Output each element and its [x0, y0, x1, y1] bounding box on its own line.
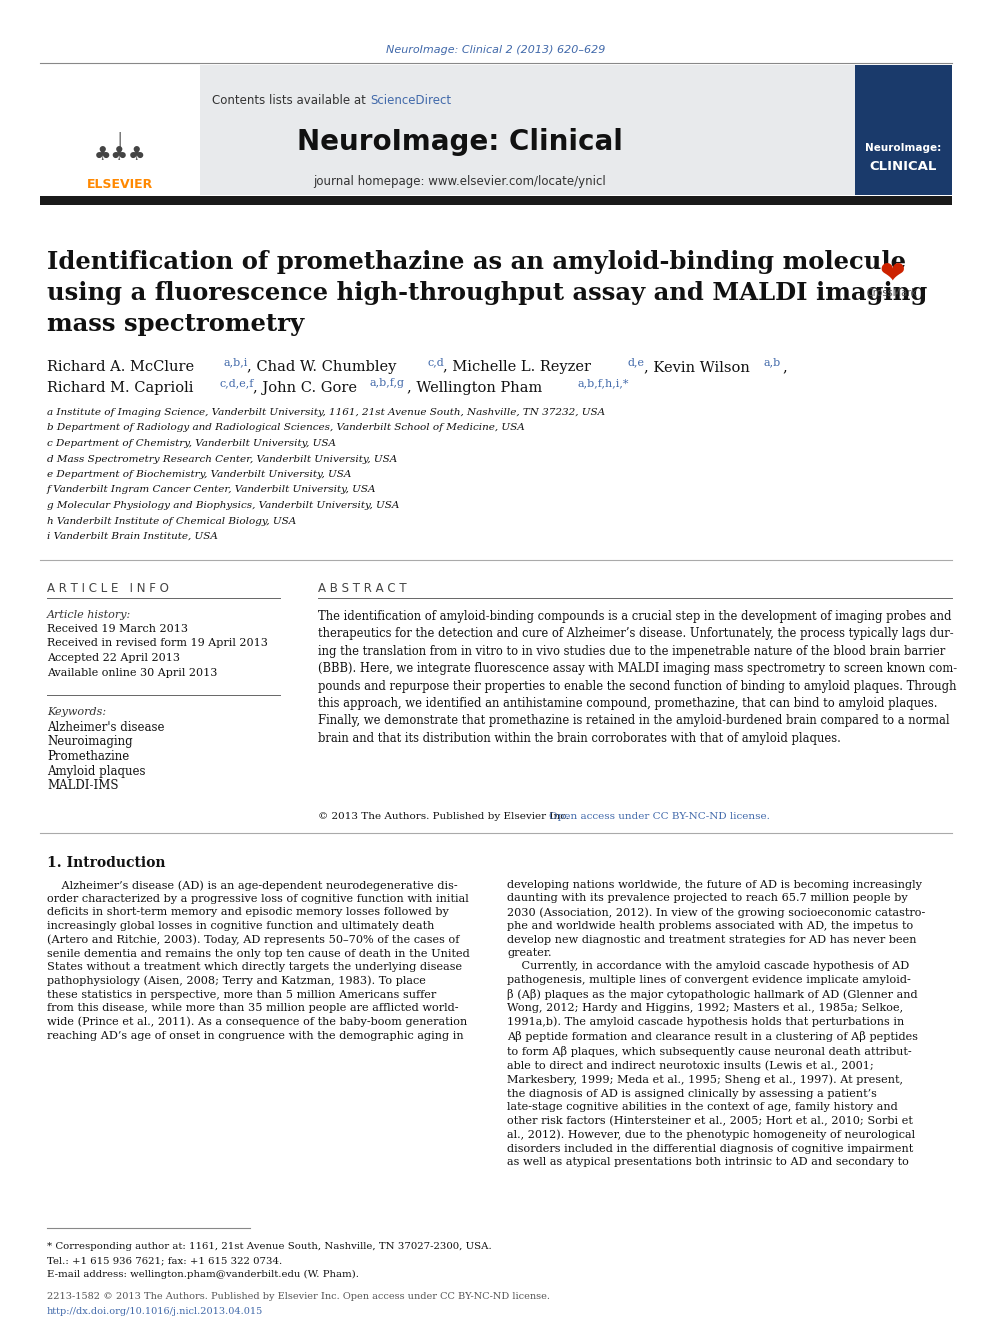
- Bar: [40, 65, 200, 194]
- Text: a Institute of Imaging Science, Vanderbilt University, 1161, 21st Avenue South, : a Institute of Imaging Science, Vanderbi…: [47, 407, 605, 417]
- Text: MALDI-IMS: MALDI-IMS: [47, 779, 118, 792]
- Text: http://dx.doi.org/10.1016/j.nicl.2013.04.015: http://dx.doi.org/10.1016/j.nicl.2013.04…: [47, 1307, 263, 1316]
- Text: Received 19 March 2013: Received 19 March 2013: [47, 624, 188, 634]
- Text: f Vanderbilt Ingram Cancer Center, Vanderbilt University, USA: f Vanderbilt Ingram Cancer Center, Vande…: [47, 486, 377, 495]
- Text: Contents lists available at: Contents lists available at: [212, 94, 370, 106]
- Text: CrossMark: CrossMark: [867, 288, 918, 298]
- Text: a,b,f,g: a,b,f,g: [370, 378, 405, 388]
- Text: , Chad W. Chumbley: , Chad W. Chumbley: [247, 360, 401, 374]
- Text: © 2013 The Authors. Published by Elsevier Inc.: © 2013 The Authors. Published by Elsevie…: [318, 812, 572, 822]
- Text: c Department of Chemistry, Vanderbilt University, USA: c Department of Chemistry, Vanderbilt Un…: [47, 439, 336, 448]
- Text: a,b: a,b: [764, 357, 782, 366]
- Text: , John C. Gore: , John C. Gore: [253, 381, 362, 396]
- Text: Richard M. Caprioli: Richard M. Caprioli: [47, 381, 198, 396]
- Text: A R T I C L E   I N F O: A R T I C L E I N F O: [47, 582, 169, 595]
- Text: CLINICAL: CLINICAL: [869, 160, 936, 173]
- Text: h Vanderbilt Institute of Chemical Biology, USA: h Vanderbilt Institute of Chemical Biolo…: [47, 516, 297, 525]
- Bar: [40, 196, 952, 205]
- Text: Promethazine: Promethazine: [47, 750, 129, 763]
- Text: d Mass Spectrometry Research Center, Vanderbilt University, USA: d Mass Spectrometry Research Center, Van…: [47, 455, 397, 463]
- Text: NeuroImage:: NeuroImage:: [865, 143, 941, 153]
- Text: c,d,e,f: c,d,e,f: [220, 378, 254, 388]
- Text: ELSEVIER: ELSEVIER: [87, 179, 153, 192]
- Text: Richard A. McClure: Richard A. McClure: [47, 360, 198, 374]
- Text: d,e: d,e: [627, 357, 644, 366]
- Text: 1. Introduction: 1. Introduction: [47, 856, 166, 871]
- Bar: [855, 65, 952, 194]
- Text: Open access under CC BY-NC-ND license.: Open access under CC BY-NC-ND license.: [549, 812, 770, 822]
- Text: Available online 30 April 2013: Available online 30 April 2013: [47, 668, 217, 677]
- Text: a,b,f,h,i,*: a,b,f,h,i,*: [577, 378, 629, 388]
- Text: Alzheimer’s disease (AD) is an age-dependent neurodegenerative dis-
order charac: Alzheimer’s disease (AD) is an age-depen…: [47, 880, 470, 1041]
- Text: E-mail address: wellington.pham@vanderbilt.edu (W. Pham).: E-mail address: wellington.pham@vanderbi…: [47, 1270, 359, 1279]
- Text: i Vanderbilt Brain Institute, USA: i Vanderbilt Brain Institute, USA: [47, 532, 218, 541]
- Text: b Department of Radiology and Radiological Sciences, Vanderbilt School of Medici: b Department of Radiology and Radiologic…: [47, 423, 525, 433]
- Text: Article history:: Article history:: [47, 610, 131, 620]
- Text: g Molecular Physiology and Biophysics, Vanderbilt University, USA: g Molecular Physiology and Biophysics, V…: [47, 501, 400, 509]
- Text: NeuroImage: Clinical 2 (2013) 620–629: NeuroImage: Clinical 2 (2013) 620–629: [386, 45, 606, 56]
- Text: , Kevin Wilson: , Kevin Wilson: [644, 360, 755, 374]
- Bar: [40, 65, 952, 194]
- Text: The identification of amyloid-binding compounds is a crucial step in the develop: The identification of amyloid-binding co…: [318, 610, 957, 745]
- Text: 2213-1582 © 2013 The Authors. Published by Elsevier Inc. Open access under CC BY: 2213-1582 © 2013 The Authors. Published …: [47, 1293, 550, 1301]
- Text: e Department of Biochemistry, Vanderbilt University, USA: e Department of Biochemistry, Vanderbilt…: [47, 470, 351, 479]
- Text: ♣♣♣: ♣♣♣: [94, 146, 146, 164]
- Text: ScienceDirect: ScienceDirect: [370, 94, 451, 106]
- Text: Amyloid plaques: Amyloid plaques: [47, 765, 146, 778]
- Text: a,b,i: a,b,i: [224, 357, 248, 366]
- Text: Tel.: +1 615 936 7621; fax: +1 615 322 0734.: Tel.: +1 615 936 7621; fax: +1 615 322 0…: [47, 1256, 283, 1265]
- Text: Neuroimaging: Neuroimaging: [47, 736, 133, 749]
- Text: Accepted 22 April 2013: Accepted 22 April 2013: [47, 654, 180, 663]
- Text: journal homepage: www.elsevier.com/locate/ynicl: journal homepage: www.elsevier.com/locat…: [313, 176, 606, 188]
- Text: Received in revised form 19 April 2013: Received in revised form 19 April 2013: [47, 639, 268, 648]
- Text: * Corresponding author at: 1161, 21st Avenue South, Nashville, TN 37027-2300, US: * Corresponding author at: 1161, 21st Av…: [47, 1242, 492, 1252]
- Text: NeuroImage: Clinical: NeuroImage: Clinical: [297, 128, 623, 156]
- Text: , Michelle L. Reyzer: , Michelle L. Reyzer: [443, 360, 595, 374]
- Text: developing nations worldwide, the future of AD is becoming increasingly
daunting: developing nations worldwide, the future…: [507, 880, 926, 1167]
- Text: c,d: c,d: [427, 357, 443, 366]
- Text: Alzheimer's disease: Alzheimer's disease: [47, 721, 165, 734]
- Text: │: │: [116, 132, 124, 148]
- Text: ,: ,: [782, 360, 787, 374]
- Text: Keywords:: Keywords:: [47, 706, 106, 717]
- Text: , Wellington Pham: , Wellington Pham: [407, 381, 547, 396]
- Text: Identification of promethazine as an amyloid-binding molecule
using a fluorescen: Identification of promethazine as an amy…: [47, 250, 928, 336]
- Text: A B S T R A C T: A B S T R A C T: [318, 582, 407, 595]
- Text: ❤: ❤: [879, 261, 905, 290]
